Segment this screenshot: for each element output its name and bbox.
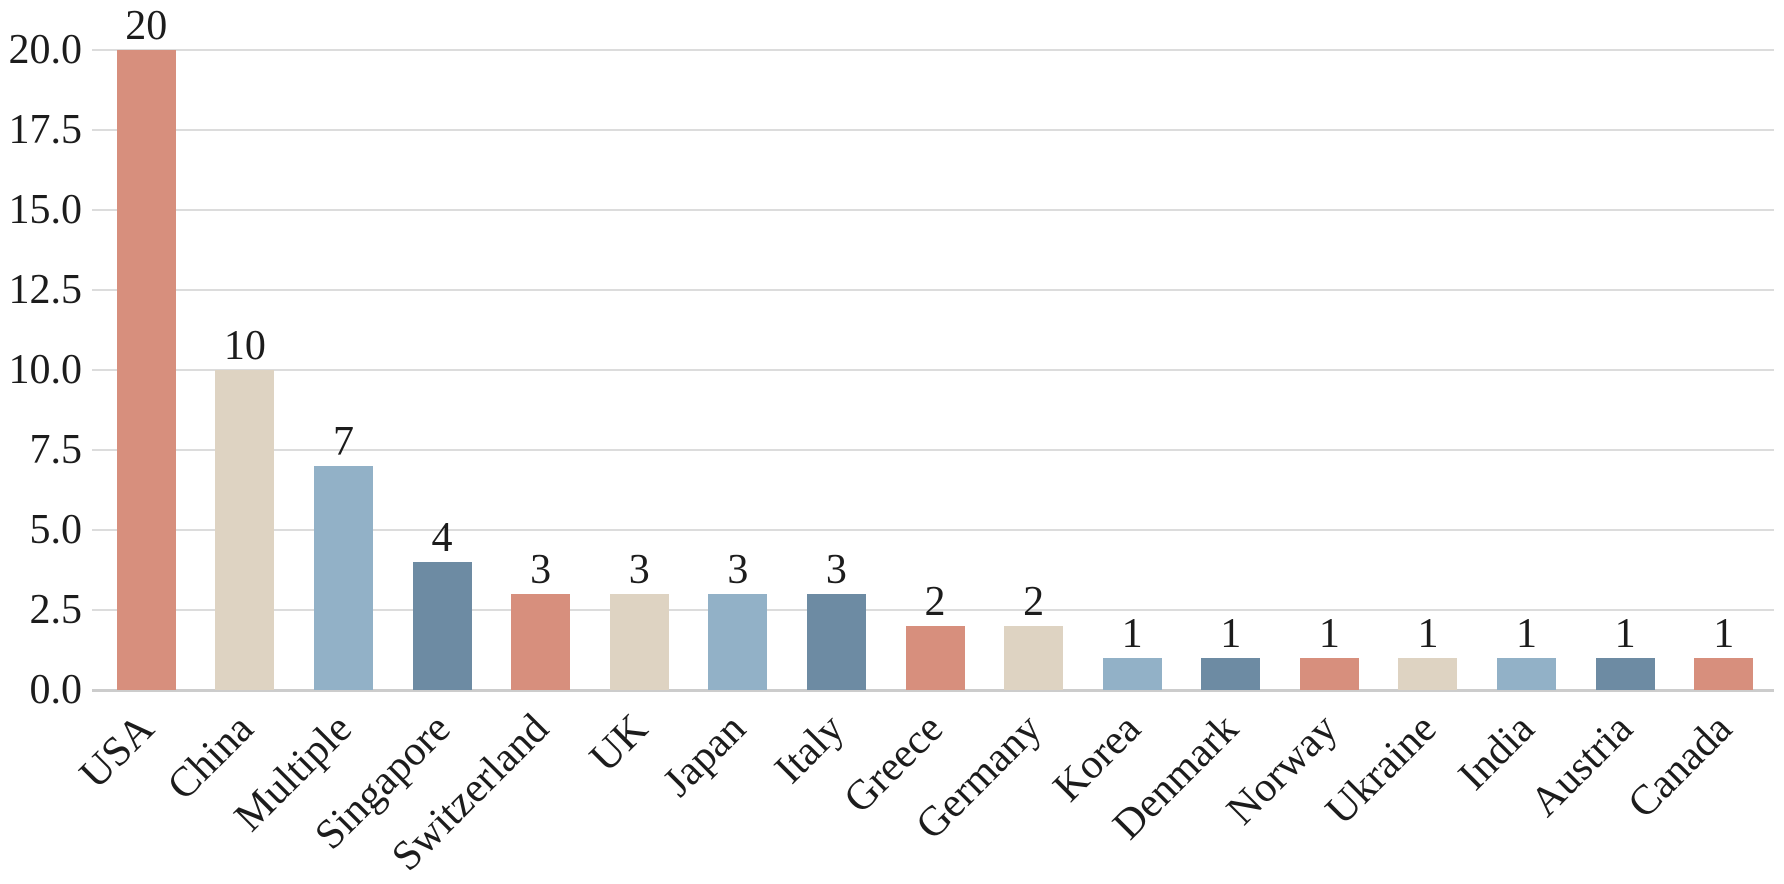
bar-uk bbox=[609, 594, 669, 690]
bar-value-label: 20 bbox=[125, 3, 168, 49]
bar-value-label: 1 bbox=[1713, 611, 1735, 657]
x-tick-label: Japan bbox=[654, 705, 755, 806]
bar-value-label: 2 bbox=[1023, 579, 1045, 625]
bar-value-label: 4 bbox=[431, 515, 453, 561]
x-tick-label: Austria bbox=[1522, 705, 1643, 826]
bar-value-label: 1 bbox=[1614, 611, 1636, 657]
x-tick-label: Ukraine bbox=[1316, 705, 1446, 834]
bar-value-label: 3 bbox=[727, 547, 749, 593]
bar-germany bbox=[1004, 626, 1064, 690]
gridline bbox=[92, 209, 1774, 211]
bar-value-label: 3 bbox=[628, 547, 650, 593]
bar-austria bbox=[1595, 658, 1655, 690]
y-tick-label: 15.0 bbox=[8, 187, 83, 233]
bar-china bbox=[215, 370, 275, 690]
y-tick-label: 10.0 bbox=[8, 347, 83, 393]
x-tick-label: UK bbox=[580, 705, 657, 782]
x-axis-line bbox=[92, 689, 1774, 692]
y-tick-label: 5.0 bbox=[29, 507, 83, 553]
bar-value-label: 1 bbox=[1220, 611, 1242, 657]
bar-singapore bbox=[412, 562, 472, 690]
y-tick-label: 2.5 bbox=[29, 587, 83, 633]
bar-japan bbox=[708, 594, 768, 690]
y-tick-label: 0.0 bbox=[29, 667, 83, 713]
gridline bbox=[92, 129, 1774, 131]
bar-value-label: 7 bbox=[332, 419, 354, 465]
bar-value-label: 1 bbox=[1121, 611, 1143, 657]
bar-value-label: 3 bbox=[825, 547, 847, 593]
bar-value-label: 1 bbox=[1318, 611, 1340, 657]
bar-norway bbox=[1299, 658, 1359, 690]
bar-value-label: 1 bbox=[1417, 611, 1439, 657]
bar-canada bbox=[1694, 658, 1754, 690]
gridline bbox=[92, 369, 1774, 371]
gridline bbox=[92, 49, 1774, 51]
bar-india bbox=[1497, 658, 1557, 690]
bar-denmark bbox=[1201, 658, 1261, 690]
x-tick-label: Norway bbox=[1218, 705, 1347, 834]
gridline bbox=[92, 449, 1774, 451]
bar-greece bbox=[905, 626, 965, 690]
bar-multiple bbox=[313, 466, 373, 690]
gridline bbox=[92, 529, 1774, 531]
x-tick-label: USA bbox=[71, 705, 164, 798]
x-tick-label: Italy bbox=[766, 705, 854, 793]
gridline bbox=[92, 289, 1774, 291]
bar-ukraine bbox=[1398, 658, 1458, 690]
bar-switzerland bbox=[511, 594, 571, 690]
bar-value-label: 2 bbox=[924, 579, 946, 625]
bar-value-label: 10 bbox=[223, 323, 266, 369]
bar-value-label: 1 bbox=[1516, 611, 1538, 657]
x-tick-label: India bbox=[1450, 705, 1544, 800]
bar-value-label: 3 bbox=[530, 547, 552, 593]
bar-korea bbox=[1102, 658, 1162, 690]
y-tick-label: 17.5 bbox=[8, 107, 83, 153]
bar-usa bbox=[116, 50, 176, 690]
bar-italy bbox=[806, 594, 866, 690]
y-tick-label: 7.5 bbox=[29, 427, 83, 473]
x-tick-label: Canada bbox=[1619, 705, 1741, 828]
gridline bbox=[92, 609, 1774, 611]
y-tick-label: 20.0 bbox=[8, 27, 83, 73]
y-tick-label: 12.5 bbox=[8, 267, 83, 313]
